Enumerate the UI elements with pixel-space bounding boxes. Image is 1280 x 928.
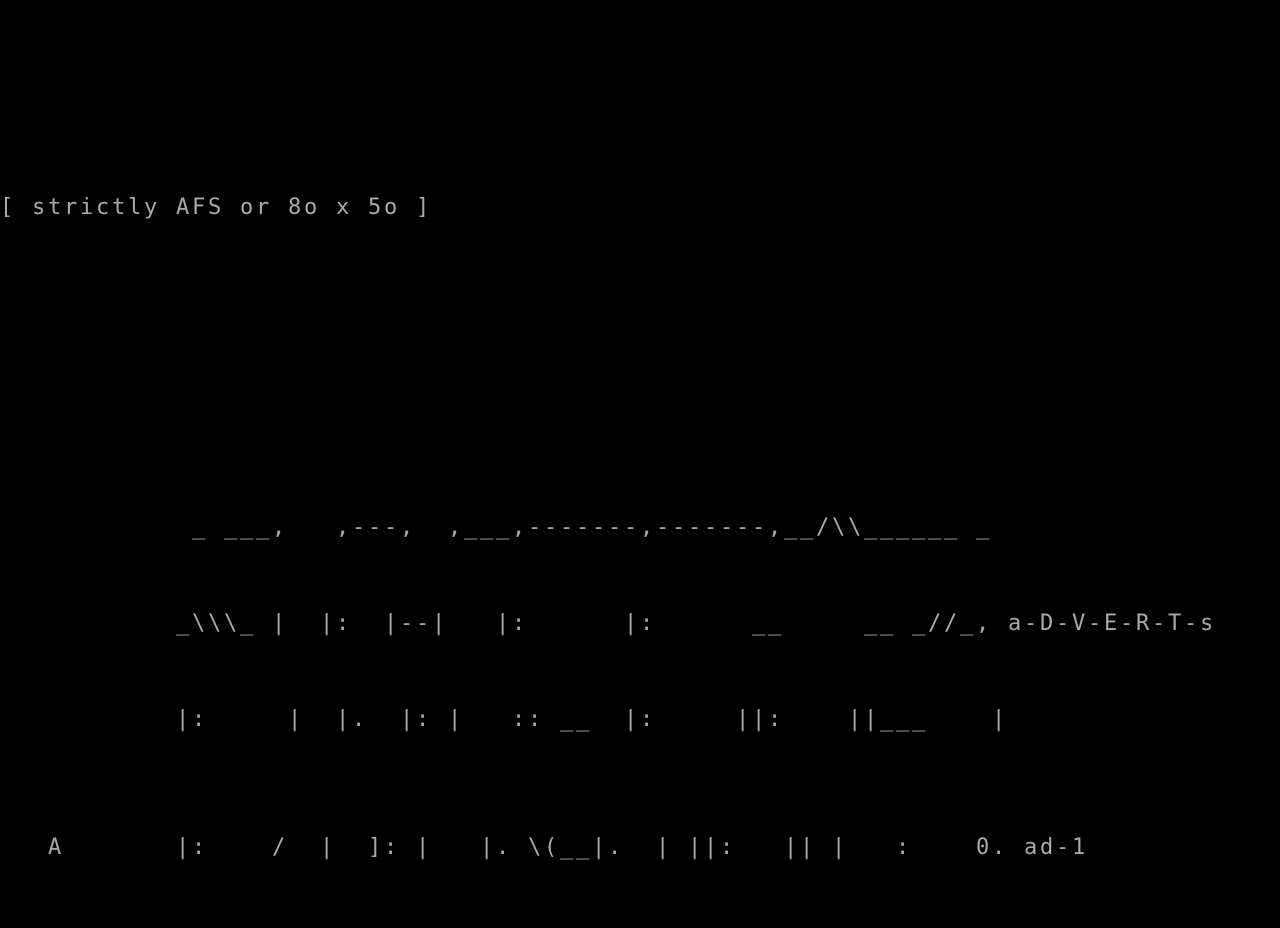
art-line-top-rule: _ ___, ,---, ,___,-------,-------,__/\\_… — [0, 515, 993, 540]
art-line-3: |: | |. |: | :: __ |: ||: ||___ | — [0, 707, 1009, 732]
blank-line-2 — [0, 384, 1280, 416]
blank-line-1 — [0, 288, 1280, 320]
menu-row-0[interactable]: A |: / | ]: | |. \(__|. | ||: || | : 0. … — [0, 835, 1089, 860]
ascii-art-screen: [ strictly AFS or 8o x 5o ] _ ___, ,---,… — [0, 96, 1280, 928]
title-line: [ strictly AFS or 8o x 5o ] — [0, 195, 433, 220]
art-line-brand: _\\\_ | |: |--| |: |: __ __ _//_, a-D-V-… — [0, 611, 1217, 636]
